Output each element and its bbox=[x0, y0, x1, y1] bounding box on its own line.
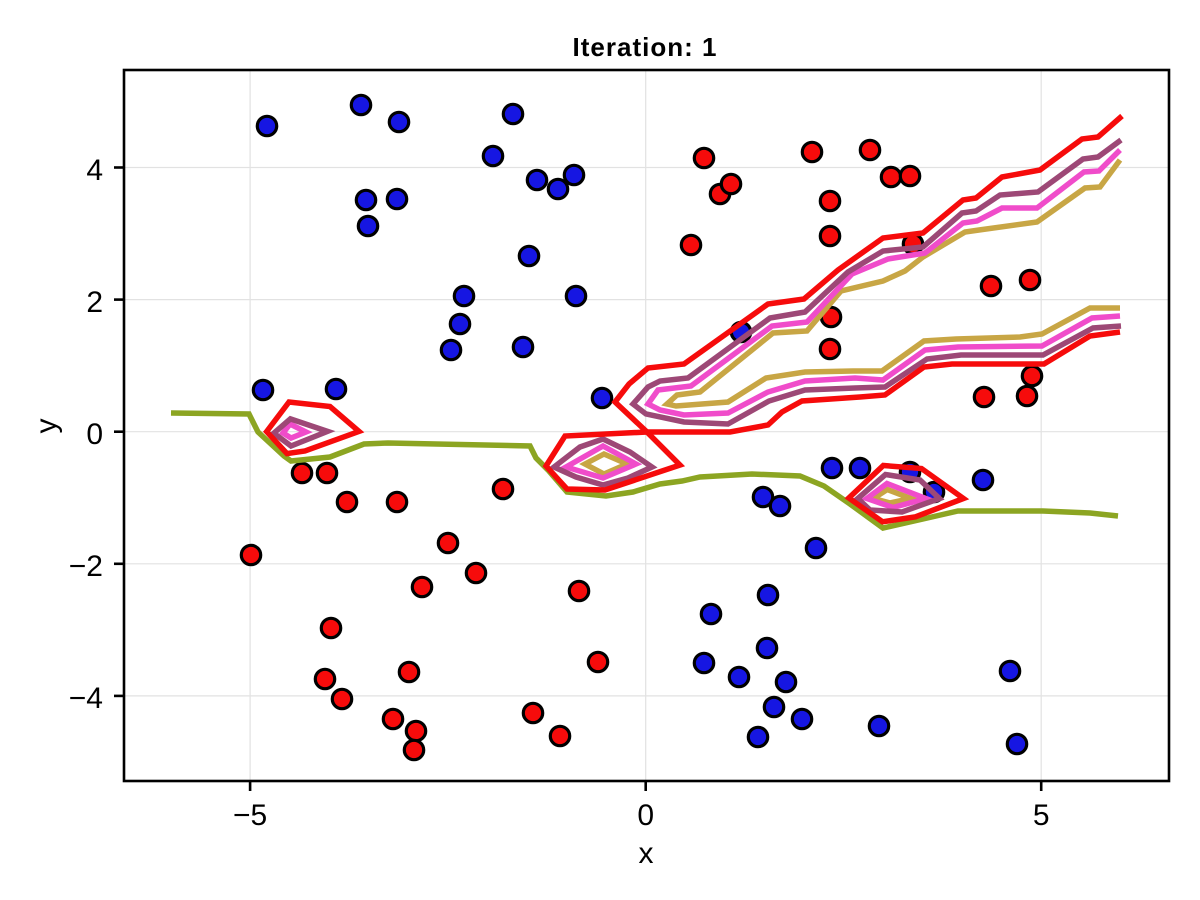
svg-text:y: y bbox=[30, 419, 63, 434]
svg-text:5: 5 bbox=[1033, 799, 1050, 832]
svg-text:−5: −5 bbox=[233, 799, 267, 832]
svg-text:4: 4 bbox=[86, 154, 103, 187]
svg-text:0: 0 bbox=[86, 418, 103, 451]
svg-text:x: x bbox=[639, 837, 654, 870]
svg-text:−4: −4 bbox=[69, 682, 103, 715]
svg-text:0: 0 bbox=[637, 799, 654, 832]
svg-text:−2: −2 bbox=[69, 550, 103, 583]
svg-text:Iteration: 1: Iteration: 1 bbox=[573, 32, 718, 62]
svg-text:2: 2 bbox=[86, 286, 103, 319]
